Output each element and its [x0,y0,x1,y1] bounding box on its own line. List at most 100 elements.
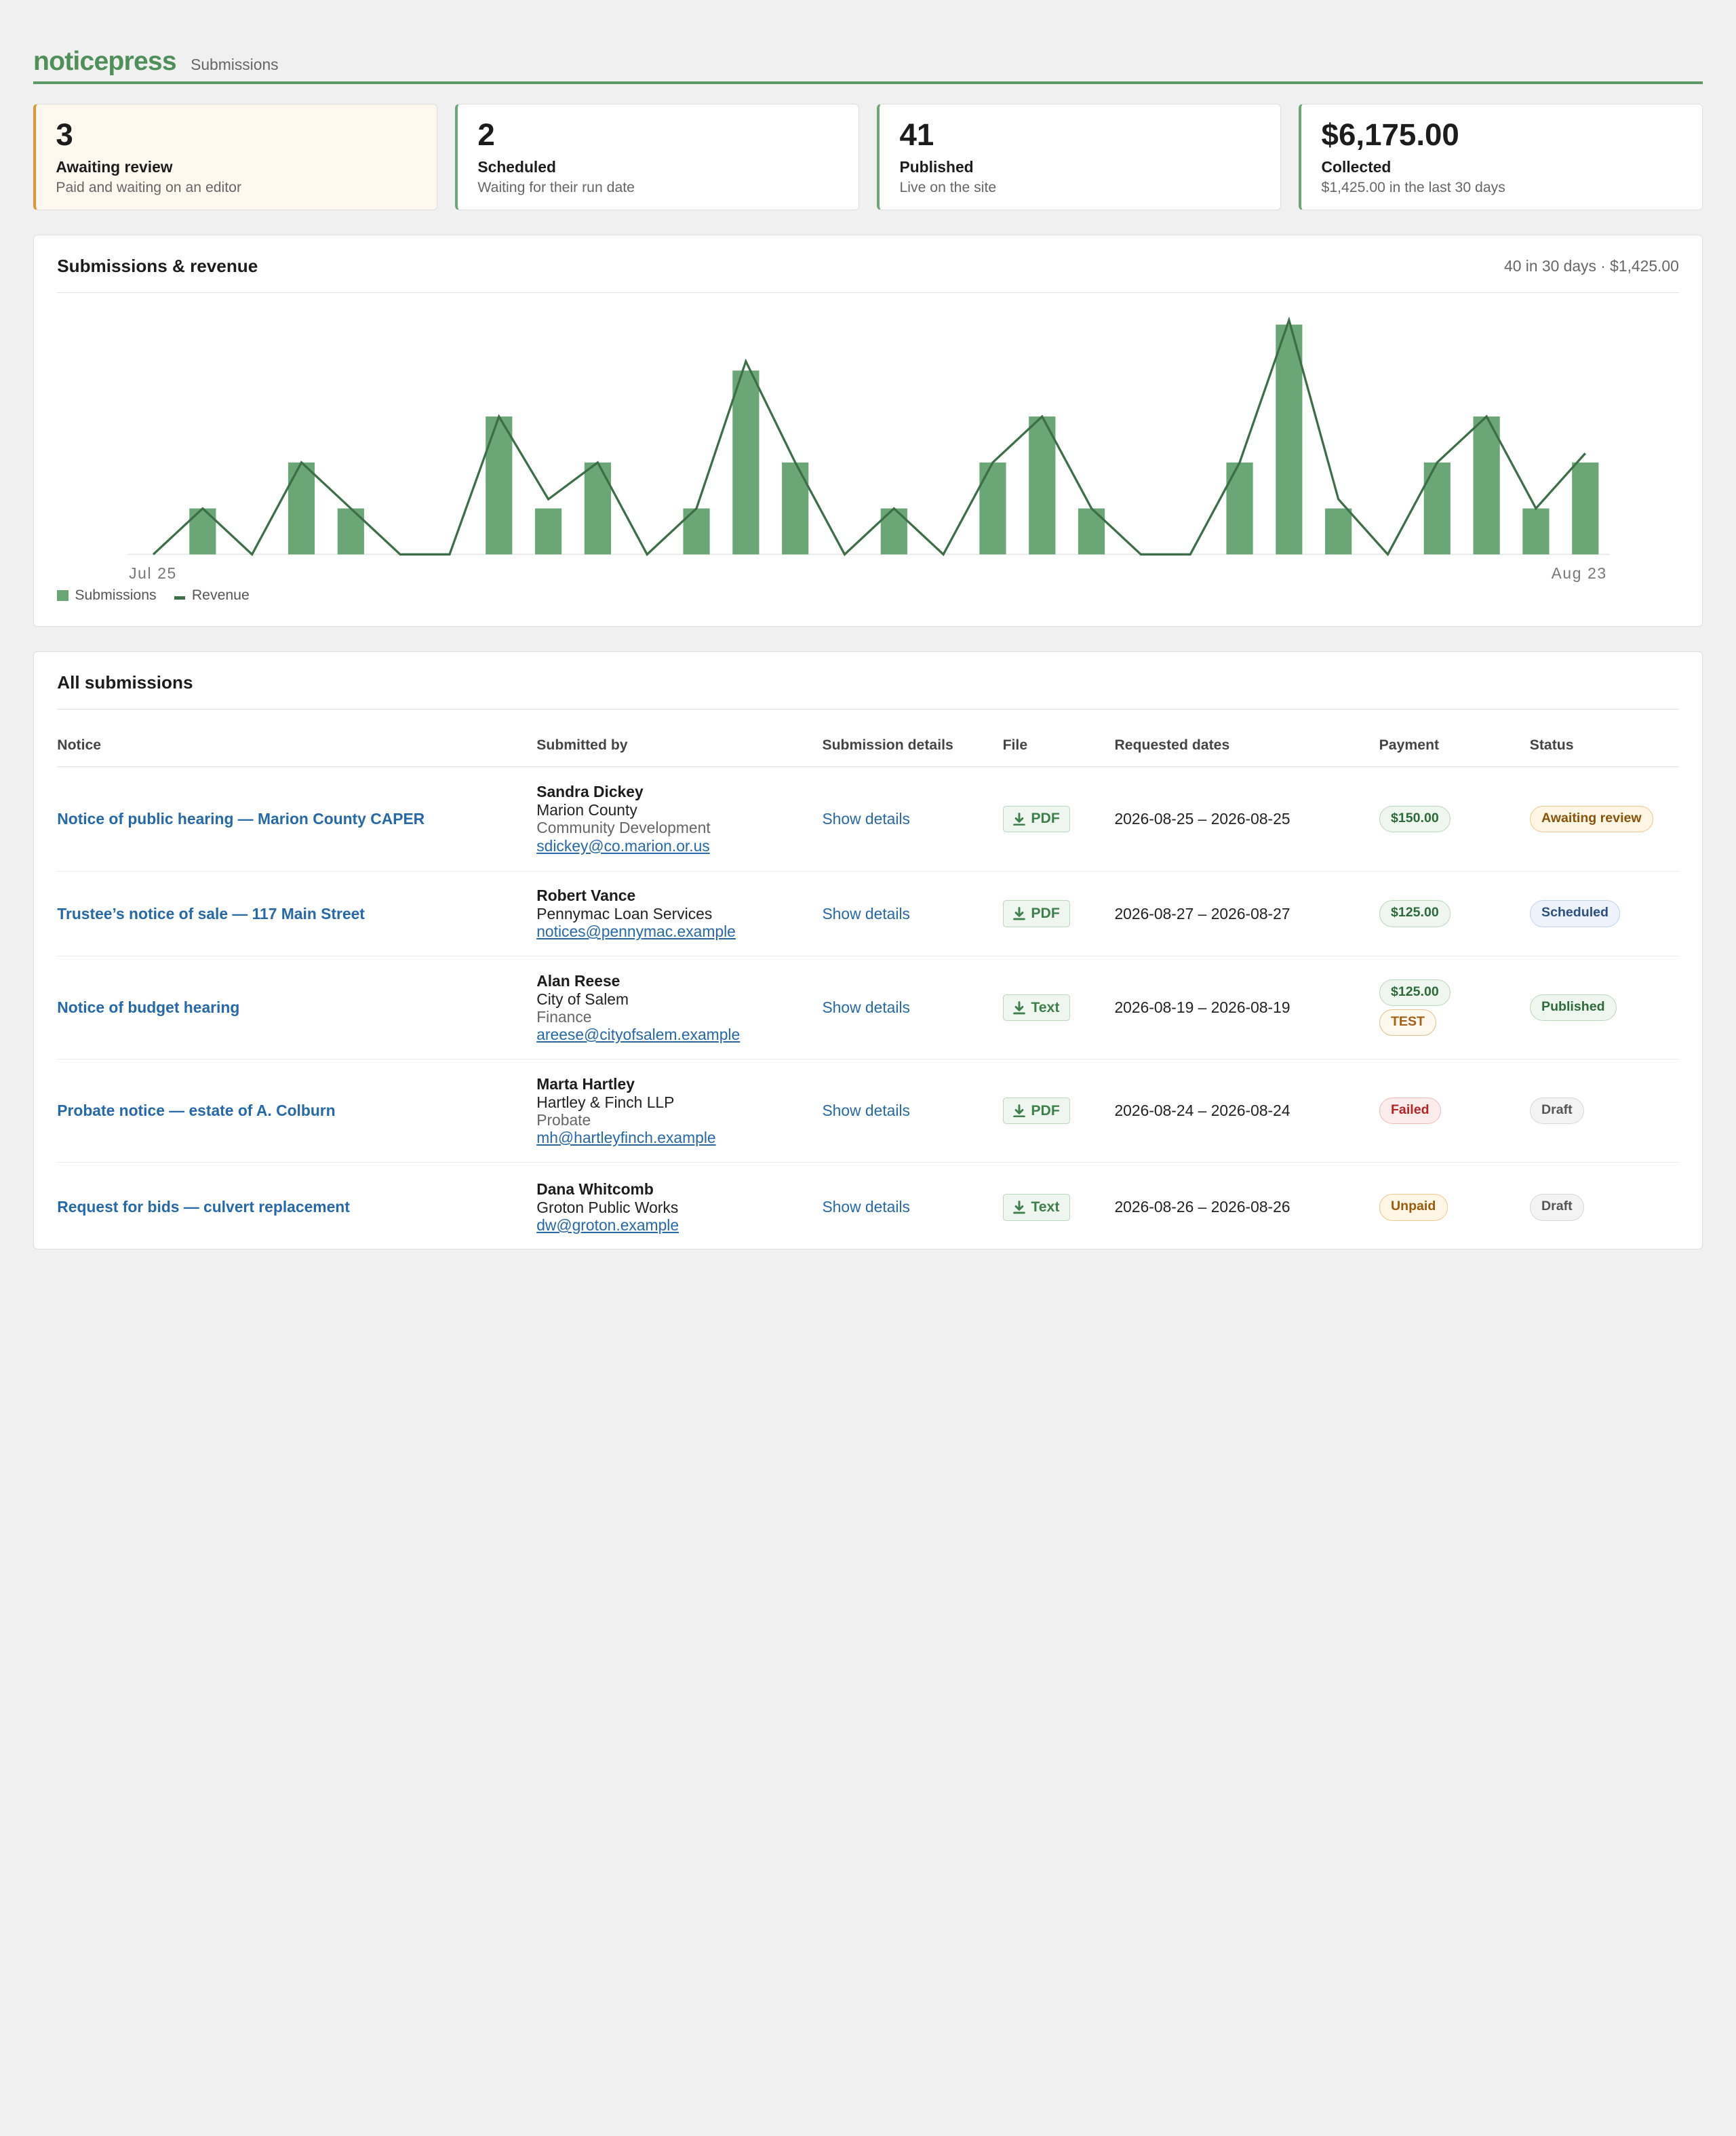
stat-card-scheduled[interactable]: 2 Scheduled Waiting for their run date [455,104,859,211]
show-details-link[interactable]: Show details [822,998,910,1017]
app-header: noticepress Submissions [33,0,1703,85]
requested-dates: 2026-08-24 – 2026-08-24 [1114,1059,1379,1163]
notice-title-link[interactable]: Trustee’s notice of sale — 117 Main Stre… [57,904,365,923]
table-row[interactable]: Notice of budget hearing Alan Reese City o… [57,956,1679,1060]
submissions-panel: All submissions Notice Submitted by Subm… [33,650,1703,1252]
file-download-button[interactable]: PDF [1002,805,1071,833]
submissions-bar [585,462,612,555]
stat-desc: Waiting for their run date [477,179,635,195]
payment-badge: Failed [1379,1098,1441,1125]
submissions-bar [288,462,315,555]
submissions-bar [486,416,513,555]
column-header-status[interactable]: Status [1529,709,1679,768]
submissions-bar [732,370,760,555]
submitter-department: Finance [536,1007,592,1026]
submissions-bar [337,508,365,555]
submitter-department: Community Development [536,819,711,837]
payment-badge: $125.00 [1379,900,1451,927]
stat-value: 41 [899,117,934,153]
submitter-email-link[interactable]: mh@hartleyfinch.example [536,1128,716,1146]
submitter-email-link[interactable]: areese@cityofsalem.example [536,1025,741,1043]
stat-card-collected[interactable]: $6,175.00 Collected $1,425.00 in the las… [1299,104,1703,211]
submissions-bar [782,462,809,555]
legend-label: Revenue [191,587,250,604]
stat-cards: 3 Awaiting review Paid and waiting on an… [33,104,1703,211]
payment-badge: Unpaid [1379,1194,1448,1221]
submitter-name: Marta Hartley [536,1074,635,1093]
column-header-notice[interactable]: Notice [57,709,537,768]
requested-dates: 2026-08-27 – 2026-08-27 [1114,871,1379,957]
submitter-name: Sandra Dickey [536,783,644,801]
download-icon [1013,1001,1026,1015]
table-row[interactable]: Notice of public hearing — Marion County… [57,766,1679,872]
download-icon [1013,907,1026,920]
requested-dates: 2026-08-26 – 2026-08-26 [1114,1198,1290,1216]
download-icon [1013,812,1026,826]
submitter-org: Hartley & Finch LLP [536,1093,675,1111]
submissions-bar [1078,508,1105,555]
status-badge: Awaiting review [1529,805,1653,833]
file-type-label: Text [1031,999,1060,1015]
submissions-panel-title: All submissions [57,672,193,693]
stat-label: Scheduled [477,157,556,176]
notice-title-link[interactable]: Notice of budget hearing [57,998,240,1017]
submissions-bar [1522,508,1550,555]
file-download-button[interactable]: Text [1002,1194,1071,1221]
submitter-org: Groton Public Works [536,1198,679,1216]
column-header-dates[interactable]: Requested dates [1114,709,1379,768]
stat-card-awaiting[interactable]: 3 Awaiting review Paid and waiting on an… [33,104,437,211]
stat-card-published[interactable]: 41 Published Live on the site [877,104,1282,211]
stat-value: 2 [477,117,495,153]
submitter-department: Probate [536,1110,591,1129]
submissions-bar [1226,462,1253,555]
legend-label: Submissions [75,587,157,604]
notice-title-link[interactable]: Notice of public hearing — Marion County… [57,809,425,828]
app-logo[interactable]: noticepress [33,46,177,76]
requested-dates: 2026-08-25 – 2026-08-25 [1114,766,1379,872]
column-header-file[interactable]: File [1002,709,1115,768]
column-header-payment[interactable]: Payment [1379,709,1530,768]
table-row[interactable]: Trustee’s notice of sale — 117 Main Stre… [57,871,1679,957]
download-icon [1013,1104,1026,1118]
download-icon [1013,1201,1026,1214]
table-header-row: Notice Submitted by Submission details F… [57,709,1679,768]
submitter-email-link[interactable]: dw@groton.example [536,1216,679,1234]
file-download-button[interactable]: PDF [1002,1098,1071,1125]
table-row[interactable]: Probate notice — estate of A. Colburn Mar… [57,1059,1679,1163]
column-header-details[interactable]: Submission details [822,709,1003,768]
submissions-bar [683,508,710,555]
submissions-revenue-chart: Jul 25 Aug 23 [127,316,1610,582]
submissions-bar [535,508,562,555]
table-row[interactable]: Request for bids — culvert replacement Da… [57,1163,1679,1252]
file-type-label: PDF [1031,811,1060,827]
show-details-link[interactable]: Show details [822,904,910,923]
show-details-link[interactable]: Show details [822,1198,910,1216]
x-tick-label-start: Jul 25 [129,564,177,582]
stat-desc: Live on the site [899,179,997,195]
notice-title-link[interactable]: Request for bids — culvert replacement [57,1198,350,1216]
stat-desc: $1,425.00 in the last 30 days [1321,179,1505,195]
submitter-email-link[interactable]: sdickey@co.marion.or.us [536,836,710,855]
submissions-panel-header: All submissions [57,652,1679,710]
chart-legend: Submissions Revenue [57,587,1679,604]
notice-title-link[interactable]: Probate notice — estate of A. Colburn [57,1102,336,1120]
submissions-table: Notice Submitted by Submission details F… [57,709,1679,1252]
payment-badge: $150.00 [1379,805,1451,833]
submitter-org: City of Salem [536,990,629,1008]
submitter-org: Marion County [536,801,637,819]
show-details-link[interactable]: Show details [822,1102,910,1120]
submissions-bar [1473,416,1500,555]
submitter-name: Robert Vance [536,887,636,904]
stat-label: Collected [1321,157,1392,176]
submitter-name: Alan Reese [536,971,620,990]
file-download-button[interactable]: PDF [1002,900,1071,927]
chart-panel-title: Submissions & revenue [57,255,258,276]
test-badge: TEST [1379,1009,1437,1036]
submissions-bar [1276,324,1303,555]
file-download-button[interactable]: Text [1002,994,1071,1022]
show-details-link[interactable]: Show details [822,809,910,828]
file-type-label: Text [1031,1199,1060,1215]
submitter-email-link[interactable]: notices@pennymac.example [536,923,736,941]
column-header-submitted-by[interactable]: Submitted by [536,709,823,768]
status-badge: Draft [1529,1194,1585,1221]
